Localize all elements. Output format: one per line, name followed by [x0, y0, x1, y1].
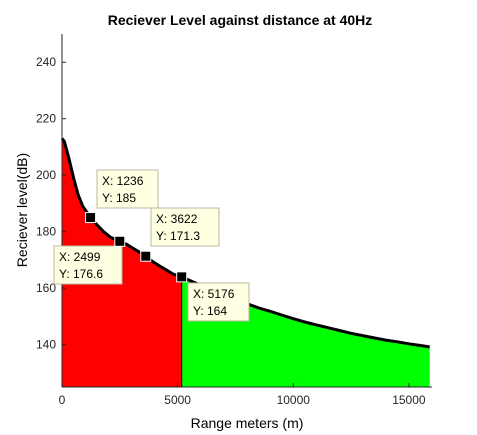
y-ticks: 140 160 180 200 220 240: [36, 55, 66, 352]
y-axis-label: Reciever level(dB): [14, 153, 30, 267]
datatip-box: [96, 169, 159, 209]
datatip-x-text: X: 2499: [59, 250, 101, 264]
datatip[interactable]: X: 2499 Y: 176.6: [53, 235, 126, 285]
chart-title: Reciever Level against distance at 40Hz: [108, 12, 373, 28]
x-tick-label: 10000: [277, 393, 311, 407]
y-tick-label: 140: [36, 338, 56, 352]
y-tick-label: 160: [36, 281, 56, 295]
y-tick-label: 220: [36, 112, 56, 126]
y-tick-label: 200: [36, 168, 56, 182]
axes: [61, 34, 432, 388]
datatip-y-text: Y: 171.3: [156, 229, 200, 243]
y-tick-label: 240: [36, 55, 56, 69]
datatip-x-text: X: 3622: [156, 212, 198, 226]
x-tick-label: 15000: [392, 393, 426, 407]
datatip-box: [150, 207, 220, 247]
datatips: X: 1236 Y: 185 X: 2499 Y: 176.6 X: 3622 Y: 17…: [53, 169, 250, 322]
y-tick-label: 180: [36, 225, 56, 239]
x-tick-label: 5000: [164, 393, 191, 407]
datatip-marker[interactable]: [85, 212, 97, 224]
x-tick-label: 0: [59, 393, 66, 407]
datatip-marker[interactable]: [140, 250, 152, 262]
datatip[interactable]: X: 5176 Y: 164: [176, 271, 250, 322]
datatip-y-text: Y: 185: [102, 191, 136, 205]
datatip[interactable]: X: 3622 Y: 171.3: [140, 207, 220, 262]
datatip-box: [53, 245, 123, 285]
x-ticks: 0 5000 10000 15000: [59, 383, 426, 407]
datatip-x-text: X: 5176: [193, 287, 235, 301]
datatip-y-text: Y: 176.6: [59, 267, 103, 281]
datatip-box: [187, 282, 250, 322]
datatip-marker[interactable]: [114, 235, 126, 247]
x-axis-label: Range meters (m): [191, 415, 304, 431]
datatip-y-text: Y: 164: [193, 304, 227, 318]
datatip-marker[interactable]: [176, 271, 188, 283]
datatip[interactable]: X: 1236 Y: 185: [85, 169, 159, 224]
datatip-x-text: X: 1236: [102, 174, 144, 188]
